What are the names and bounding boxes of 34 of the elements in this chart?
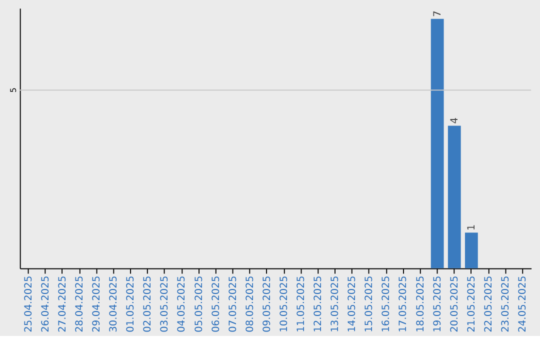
x-tick-label: 25.04.2025 xyxy=(23,276,34,332)
x-tick-label: 14.05.2025 xyxy=(347,276,358,332)
x-tick-label: 29.04.2025 xyxy=(92,276,103,332)
x-tick-label: 24.05.2025 xyxy=(518,276,529,332)
x-tick-label: 27.04.2025 xyxy=(57,276,68,332)
x-tick-label: 10.05.2025 xyxy=(278,276,290,332)
x-tick-label: 11.05.2025 xyxy=(296,276,307,332)
x-tick-label: 07.05.2025 xyxy=(228,276,239,332)
x-tick-label: 21.05.2025 xyxy=(466,276,478,332)
x-tick-label: 02.05.2025 xyxy=(142,276,154,332)
x-tick-label: 12.05.2025 xyxy=(313,276,324,332)
data-label: 4 xyxy=(449,117,460,124)
data-label: 7 xyxy=(432,10,444,17)
x-tick-label: 17.05.2025 xyxy=(398,276,410,332)
x-tick-label: 04.05.2025 xyxy=(176,276,188,332)
x-tick-label: 13.05.2025 xyxy=(330,276,342,332)
x-tick-label: 18.05.2025 xyxy=(415,276,426,332)
x-tick-label: 05.05.2025 xyxy=(194,276,205,332)
x-tick-label: 06.05.2025 xyxy=(210,276,222,332)
x-tick-label: 22.05.2025 xyxy=(483,276,494,332)
ref-line-label: 5 xyxy=(8,88,18,93)
x-tick-label: 16.05.2025 xyxy=(381,276,392,332)
x-tick-label: 28.04.2025 xyxy=(74,276,86,332)
x-tick-label: 09.05.2025 xyxy=(262,276,273,332)
x-tick-label: 30.04.2025 xyxy=(108,276,120,332)
x-tick-label: 23.05.2025 xyxy=(500,276,512,332)
x-tick-label: 03.05.2025 xyxy=(160,276,171,332)
x-tick-label: 19.05.2025 xyxy=(432,276,444,332)
x-tick-label: 15.05.2025 xyxy=(364,276,376,332)
x-tick-label: 01.05.2025 xyxy=(126,276,137,332)
data-label: 1 xyxy=(466,224,478,231)
x-tick-label: 26.04.2025 xyxy=(40,276,52,332)
x-tick-label: 08.05.2025 xyxy=(244,276,256,332)
x-tick-label: 20.05.2025 xyxy=(449,276,460,332)
